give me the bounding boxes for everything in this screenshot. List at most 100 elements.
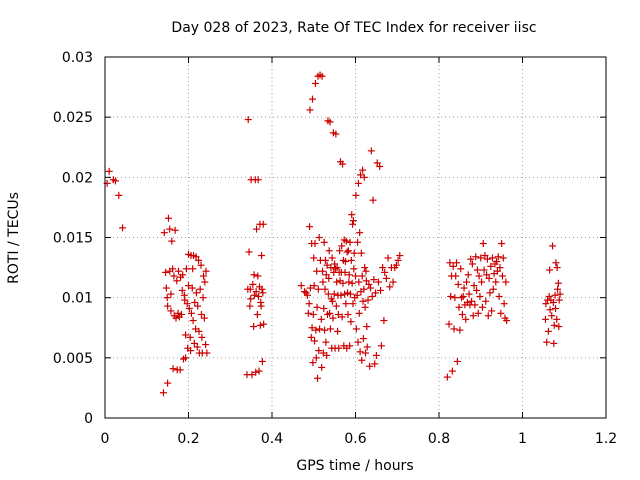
data-point	[447, 292, 455, 300]
data-point	[250, 323, 258, 331]
data-point	[468, 260, 476, 268]
data-point	[548, 312, 556, 320]
data-point	[381, 268, 389, 276]
data-point	[493, 258, 501, 266]
data-point	[446, 259, 454, 267]
data-point	[348, 279, 356, 287]
axes: 0 0.2 0.4 0.6 0.8 1 1.2 0 0.005 0.01 0.015 0.02 0.02…	[53, 50, 617, 447]
data-point	[332, 130, 340, 138]
data-point	[556, 290, 564, 298]
data-point	[349, 220, 357, 228]
data-point	[551, 304, 559, 312]
data-point	[396, 252, 404, 260]
data-point	[549, 242, 557, 250]
data-point	[344, 247, 352, 255]
data-point	[182, 331, 190, 339]
data-point	[304, 309, 312, 317]
data-point	[321, 285, 329, 293]
data-point	[253, 225, 261, 233]
data-point	[111, 177, 119, 185]
data-point	[334, 311, 342, 319]
data-point	[255, 292, 263, 300]
data-point	[192, 253, 200, 261]
data-point	[330, 290, 338, 298]
data-point	[374, 278, 382, 286]
data-point	[355, 278, 363, 286]
x-tick-label: 0.2	[177, 431, 199, 447]
data-point	[326, 309, 334, 317]
data-point	[478, 278, 486, 286]
data-point	[315, 234, 323, 241]
data-point	[311, 79, 319, 87]
data-point	[369, 196, 377, 204]
data-point	[337, 291, 345, 299]
chart-title: Day 028 of 2023, Rate Of TEC Index for r…	[171, 20, 536, 36]
data-point	[348, 211, 356, 219]
data-point	[546, 306, 554, 314]
data-point	[476, 292, 484, 300]
data-point	[170, 272, 178, 280]
y-tick-label: 0	[84, 411, 93, 427]
data-point	[452, 272, 460, 280]
x-tick-label: 0.8	[428, 431, 450, 447]
data-point	[306, 223, 314, 231]
y-tick-label: 0.015	[53, 231, 93, 247]
data-point	[450, 325, 458, 333]
data-point	[555, 323, 563, 331]
data-point	[319, 278, 327, 286]
data-point	[462, 315, 470, 323]
data-point	[328, 254, 336, 262]
data-point	[188, 284, 196, 292]
data-point	[359, 335, 367, 343]
data-point	[463, 278, 471, 286]
data-point	[160, 229, 168, 237]
data-point	[488, 307, 496, 315]
data-point	[258, 285, 266, 293]
data-point	[322, 271, 330, 279]
data-point	[361, 264, 369, 272]
data-point	[386, 283, 394, 291]
data-point	[252, 368, 260, 376]
data-point	[449, 262, 457, 270]
data-point	[359, 166, 367, 174]
data-point	[320, 304, 328, 312]
data-point	[371, 360, 379, 368]
data-point	[545, 292, 553, 300]
data-point	[198, 333, 206, 341]
x-tick-label: 1.2	[595, 431, 617, 447]
data-point	[307, 333, 315, 341]
data-point	[467, 255, 475, 263]
data-point	[554, 279, 562, 287]
data-point	[389, 278, 397, 286]
y-axis-label: ROTI / TECUs	[6, 192, 22, 284]
data-point	[325, 274, 333, 282]
data-point	[168, 237, 176, 245]
y-tick-label: 0.01	[62, 291, 93, 307]
data-point	[331, 260, 339, 268]
data-point	[331, 265, 339, 273]
data-point	[454, 280, 462, 288]
data-point	[174, 267, 182, 275]
data-point	[367, 284, 375, 292]
data-point	[358, 272, 366, 280]
data-point	[368, 292, 376, 300]
data-point	[453, 259, 461, 267]
data-point	[352, 325, 360, 333]
data-point	[485, 274, 493, 282]
data-point	[544, 327, 552, 335]
data-point	[321, 326, 329, 334]
data-point	[309, 359, 317, 367]
data-point	[303, 291, 311, 299]
data-point	[197, 261, 205, 269]
data-point	[178, 286, 186, 294]
data-point	[354, 238, 362, 246]
data-point	[246, 285, 254, 293]
data-point	[384, 254, 392, 262]
data-point	[312, 354, 320, 362]
data-point	[312, 326, 320, 334]
data-point	[333, 278, 341, 286]
data-point	[471, 301, 479, 309]
y-tick-label: 0.03	[62, 50, 93, 66]
data-point	[324, 290, 332, 298]
data-point	[172, 314, 180, 322]
